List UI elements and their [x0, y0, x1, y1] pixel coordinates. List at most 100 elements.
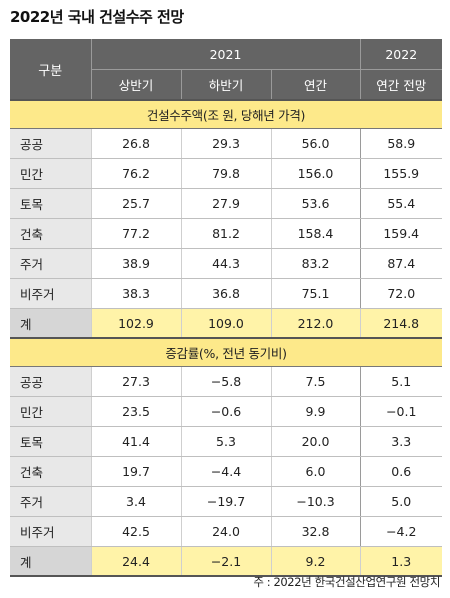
- cell-value: 26.8: [90, 128, 181, 159]
- row-label: 주거: [10, 486, 91, 517]
- header-year-2021: 2021: [90, 39, 360, 70]
- row-label: 비주거: [10, 516, 91, 547]
- total-value: 109.0: [180, 308, 271, 339]
- row-label: 토목: [10, 188, 91, 219]
- row-label: 민간: [10, 158, 91, 189]
- header-category: 구분: [10, 39, 91, 100]
- row-label: 비주거: [10, 278, 91, 309]
- cell-value: 5.0: [359, 486, 442, 517]
- row-label: 건축: [10, 456, 91, 487]
- cell-value: 155.9: [359, 158, 442, 189]
- cell-value: 27.9: [180, 188, 271, 219]
- table-row: 공공 27.3 −5.8 7.5 5.1: [10, 366, 442, 397]
- page-title: 2022년 국내 건설수주 전망: [10, 8, 184, 26]
- cell-value: 83.2: [270, 248, 360, 279]
- table-row: 비주거 38.3 36.8 75.1 72.0: [10, 278, 442, 309]
- total-value: 1.3: [359, 546, 442, 577]
- header-annual-forecast: 연간 전망: [359, 69, 442, 100]
- cell-value: 76.2: [90, 158, 181, 189]
- cell-value: 87.4: [359, 248, 442, 279]
- total-label: 계: [10, 308, 91, 339]
- table-row: 건축 19.7 −4.4 6.0 0.6: [10, 456, 442, 487]
- cell-value: 79.8: [180, 158, 271, 189]
- cell-value: 159.4: [359, 218, 442, 249]
- cell-value: 36.8: [180, 278, 271, 309]
- cell-value: −0.6: [180, 396, 271, 427]
- header-row-periods: 상반기 하반기 연간 연간 전망: [10, 69, 442, 100]
- row-label: 공공: [10, 128, 91, 159]
- cell-value: 9.9: [270, 396, 360, 427]
- cell-value: 25.7: [90, 188, 181, 219]
- cell-value: 55.4: [359, 188, 442, 219]
- total-row: 계 24.4 −2.1 9.2 1.3: [10, 546, 442, 577]
- cell-value: −4.2: [359, 516, 442, 547]
- section-orders-header: 건설수주액(조 원, 당해년 가격): [10, 99, 442, 129]
- cell-value: 56.0: [270, 128, 360, 159]
- cell-value: −4.4: [180, 456, 271, 487]
- cell-value: 32.8: [270, 516, 360, 547]
- total-value: 9.2: [270, 546, 360, 577]
- cell-value: 38.9: [90, 248, 181, 279]
- cell-value: 81.2: [180, 218, 271, 249]
- header-second-half: 하반기: [180, 69, 271, 100]
- cell-value: 24.0: [180, 516, 271, 547]
- cell-value: −5.8: [180, 366, 271, 397]
- total-row: 계 102.9 109.0 212.0 214.8: [10, 308, 442, 339]
- cell-value: 29.3: [180, 128, 271, 159]
- cell-value: 3.4: [90, 486, 181, 517]
- table-row: 민간 76.2 79.8 156.0 155.9: [10, 158, 442, 189]
- header-row-years: 구분 2021 2022: [10, 39, 442, 100]
- cell-value: 7.5: [270, 366, 360, 397]
- row-label: 건축: [10, 218, 91, 249]
- table-row: 주거 38.9 44.3 83.2 87.4: [10, 248, 442, 279]
- cell-value: 53.6: [270, 188, 360, 219]
- total-value: 24.4: [90, 546, 181, 577]
- header-first-half: 상반기: [90, 69, 181, 100]
- cell-value: 23.5: [90, 396, 181, 427]
- section-growth-header: 증감률(%, 전년 동기비): [10, 337, 442, 367]
- cell-value: 77.2: [90, 218, 181, 249]
- cell-value: −19.7: [180, 486, 271, 517]
- header-year-2022: 2022: [359, 39, 442, 70]
- table-row: 주거 3.4 −19.7 −10.3 5.0: [10, 486, 442, 517]
- header-annual: 연간: [270, 69, 360, 100]
- cell-value: 27.3: [90, 366, 181, 397]
- table-row: 토목 41.4 5.3 20.0 3.3: [10, 426, 442, 457]
- cell-value: 75.1: [270, 278, 360, 309]
- row-label: 토목: [10, 426, 91, 457]
- cell-value: 72.0: [359, 278, 442, 309]
- cell-value: 6.0: [270, 456, 360, 487]
- cell-value: 38.3: [90, 278, 181, 309]
- table-row: 공공 26.8 29.3 56.0 58.9: [10, 128, 442, 159]
- cell-value: −0.1: [359, 396, 442, 427]
- total-label: 계: [10, 546, 91, 577]
- cell-value: 41.4: [90, 426, 181, 457]
- row-label: 주거: [10, 248, 91, 279]
- cell-value: 5.3: [180, 426, 271, 457]
- total-value: 102.9: [90, 308, 181, 339]
- cell-value: 20.0: [270, 426, 360, 457]
- table-row: 토목 25.7 27.9 53.6 55.4: [10, 188, 442, 219]
- table-row: 민간 23.5 −0.6 9.9 −0.1: [10, 396, 442, 427]
- cell-value: 5.1: [359, 366, 442, 397]
- cell-value: 156.0: [270, 158, 360, 189]
- total-value: −2.1: [180, 546, 271, 577]
- cell-value: 19.7: [90, 456, 181, 487]
- cell-value: −10.3: [270, 486, 360, 517]
- cell-value: 42.5: [90, 516, 181, 547]
- source-note: 주 : 2022년 한국건설산업연구원 전망치: [253, 575, 440, 589]
- total-value: 214.8: [359, 308, 442, 339]
- row-label: 공공: [10, 366, 91, 397]
- cell-value: 158.4: [270, 218, 360, 249]
- section-growth-title: 증감률(%, 전년 동기비): [10, 337, 442, 367]
- cell-value: 3.3: [359, 426, 442, 457]
- table-row: 건축 77.2 81.2 158.4 159.4: [10, 218, 442, 249]
- table-row: 비주거 42.5 24.0 32.8 −4.2: [10, 516, 442, 547]
- row-label: 민간: [10, 396, 91, 427]
- cell-value: 0.6: [359, 456, 442, 487]
- cell-value: 44.3: [180, 248, 271, 279]
- section-orders-title: 건설수주액(조 원, 당해년 가격): [10, 99, 442, 129]
- forecast-table: 구분 2021 2022 상반기 하반기 연간 연간 전망 건설수주액(조 원,…: [10, 39, 442, 577]
- total-value: 212.0: [270, 308, 360, 339]
- cell-value: 58.9: [359, 128, 442, 159]
